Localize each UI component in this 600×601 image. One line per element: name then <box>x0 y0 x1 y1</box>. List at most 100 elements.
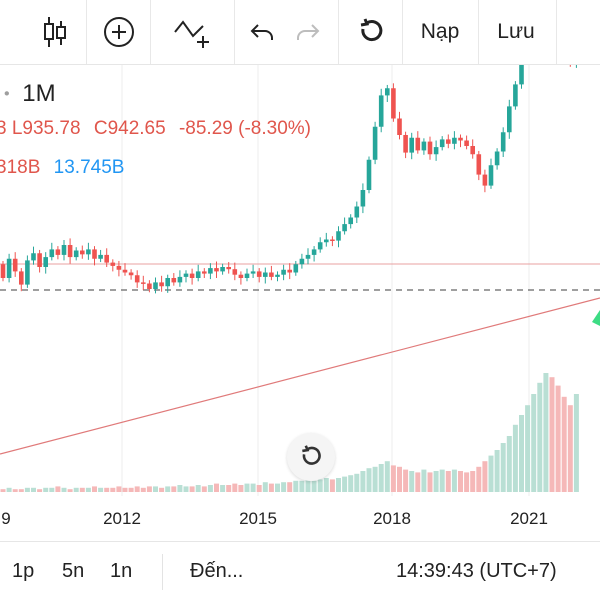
candle-body <box>86 249 91 255</box>
save-button[interactable]: Lưu <box>482 0 550 64</box>
volume-bar <box>153 486 158 492</box>
go-to-date-button[interactable]: Đến... <box>190 542 243 601</box>
candle-body <box>446 139 451 144</box>
undo-button[interactable] <box>240 0 284 64</box>
candle-body <box>439 139 445 148</box>
interval-label[interactable]: 1M <box>22 80 56 107</box>
trend-line <box>0 297 600 455</box>
candle-body <box>25 260 30 285</box>
candle-body <box>134 275 140 283</box>
price-chart[interactable]: 9 2012 2015 2018 2021 <box>0 65 600 540</box>
candle-body <box>238 274 244 278</box>
range-1y-button[interactable]: 1n <box>110 542 132 601</box>
volume-bar <box>378 464 384 492</box>
candle-body <box>208 268 213 274</box>
candle-body <box>458 137 463 141</box>
drawing-tools-button[interactable] <box>160 0 226 64</box>
candle-body <box>202 271 207 274</box>
range-1d-button[interactable]: 1p <box>12 542 34 601</box>
candle-body <box>73 250 79 258</box>
volume-bar <box>476 466 482 492</box>
candle-body <box>110 262 116 266</box>
close-value: 942.65 <box>107 118 166 139</box>
candle-body <box>244 273 250 278</box>
volume-bar <box>293 480 299 492</box>
candle-body <box>452 137 457 144</box>
bars-style-button[interactable] <box>26 0 84 64</box>
candle-body <box>61 245 67 255</box>
candlestick-icon <box>44 17 66 47</box>
candle-body <box>195 271 201 278</box>
candle-body <box>421 141 427 151</box>
candle-body <box>256 271 262 277</box>
candle-body <box>171 278 177 283</box>
candle-body <box>269 272 274 277</box>
range-5d-button[interactable]: 5n <box>62 542 84 601</box>
volume-bar <box>500 443 506 492</box>
candle-body <box>214 268 219 272</box>
load-button[interactable]: Nạp <box>406 0 474 64</box>
candle-body <box>31 253 36 261</box>
candle-body <box>49 249 55 258</box>
candle-body <box>409 137 414 153</box>
scroll-to-realtime-button[interactable] <box>287 433 335 481</box>
candle-body <box>37 253 42 267</box>
volume-bar <box>403 469 409 492</box>
candle-body <box>464 140 469 146</box>
bottom-bar: 1p 5n 1n Đến... 14:39:43 (UTC+7) <box>0 541 600 601</box>
candle-body <box>67 245 73 258</box>
clock-label: 14:39:43 (UTC+7) <box>396 560 557 582</box>
volume-bar <box>244 483 250 492</box>
candle-body <box>263 272 268 277</box>
candle-body <box>354 206 360 218</box>
candle-body <box>116 265 122 270</box>
volume-bar <box>171 486 177 492</box>
chart-canvas[interactable]: 9 2012 2015 2018 2021 <box>0 65 600 540</box>
candle-body <box>128 272 134 276</box>
volume-bar <box>348 475 354 492</box>
candle-body <box>433 147 439 155</box>
candle-body <box>507 106 512 133</box>
redo-button[interactable] <box>286 0 330 64</box>
candle-body <box>336 231 341 241</box>
reset-chart-button[interactable] <box>344 0 398 64</box>
go-to-date-label: Đến... <box>190 560 244 582</box>
candle-body <box>43 257 48 267</box>
volume-bar <box>146 486 152 492</box>
volume-bar <box>537 382 543 492</box>
candle-body <box>92 249 97 259</box>
x-tick-label: 9 <box>1 509 10 528</box>
volume-bar <box>207 485 213 492</box>
candle-body <box>165 278 170 287</box>
volume-bar <box>397 466 402 492</box>
volume-b: 13.745B <box>53 157 125 178</box>
candle-body <box>378 95 384 127</box>
rotate-icon <box>302 445 321 465</box>
volume-bar <box>98 487 104 492</box>
x-tick-label: 2015 <box>239 509 277 528</box>
volume-bar <box>470 471 476 492</box>
candle-body <box>153 282 158 289</box>
candle-body <box>177 276 183 283</box>
candle-body <box>19 271 24 285</box>
volume-bar <box>49 487 55 492</box>
volume-bar <box>0 489 6 492</box>
add-indicator-button[interactable] <box>90 0 148 64</box>
candle-body <box>391 88 396 119</box>
volume-bar <box>439 469 445 492</box>
volume-bar <box>543 373 549 492</box>
volume-bar <box>512 424 518 492</box>
candle-body <box>159 282 164 287</box>
candle-body <box>98 254 103 259</box>
candle-body <box>415 137 421 151</box>
volume-bar <box>183 486 189 492</box>
timezone-button[interactable]: 14:39:43 (UTC+7) <box>396 542 557 601</box>
volume-bar <box>24 487 30 492</box>
candle-body <box>360 190 366 207</box>
volume-bar <box>488 455 494 492</box>
candle-body <box>293 264 299 273</box>
volume-bar <box>329 479 335 492</box>
undo-icon <box>250 24 273 40</box>
volume-bar <box>384 461 390 492</box>
load-label: Nạp <box>420 20 460 43</box>
